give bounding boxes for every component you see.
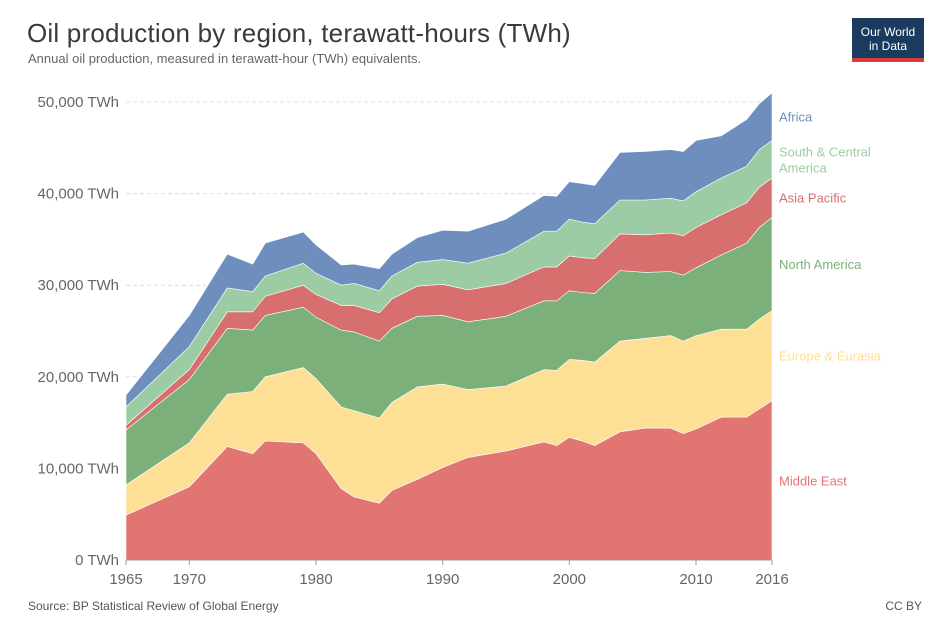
area-series[interactable] bbox=[125, 92, 773, 561]
legend-item-middle-east[interactable]: Middle East bbox=[779, 473, 847, 488]
x-tick-label-4: 2000 bbox=[553, 571, 586, 588]
area-africa[interactable] bbox=[125, 92, 773, 408]
legend-label: Africa bbox=[779, 110, 813, 125]
x-tick-label-5: 2010 bbox=[679, 571, 712, 588]
legend-label: America bbox=[779, 160, 827, 175]
y-tick-label-1: 10,000 TWh bbox=[38, 460, 119, 477]
chart-subtitle: Annual oil production, measured in teraw… bbox=[28, 51, 422, 66]
x-axis: 1965 1970 1980 1990 2000 2010 2016 bbox=[109, 559, 789, 588]
legend-label: North America bbox=[779, 257, 862, 272]
legend-item-africa[interactable]: Africa bbox=[779, 110, 813, 125]
legend-label: South & Central bbox=[779, 144, 871, 159]
legend-label: Asia Pacific bbox=[779, 191, 847, 206]
logo-line-1: Our World bbox=[860, 25, 916, 39]
legend-item-asia-pacific[interactable]: Asia Pacific bbox=[779, 191, 847, 206]
license-link[interactable]: CC BY bbox=[885, 599, 922, 613]
x-tick-label-6: 2016 bbox=[755, 571, 788, 588]
owid-logo[interactable]: Our World in Data bbox=[852, 18, 924, 62]
y-tick-label-3: 30,000 TWh bbox=[38, 277, 119, 294]
chart-title: Oil production by region, terawatt-hours… bbox=[27, 18, 571, 48]
x-tick-label-3: 1990 bbox=[426, 571, 459, 588]
logo-line-2: in Data bbox=[868, 39, 908, 53]
y-tick-label-4: 40,000 TWh bbox=[38, 186, 119, 203]
x-tick-label-0: 1965 bbox=[109, 571, 142, 588]
y-tick-label-2: 20,000 TWh bbox=[38, 369, 119, 386]
legend-label: Middle East bbox=[779, 473, 847, 488]
legend-item-europe-eurasia[interactable]: Europe & Eurasia bbox=[779, 349, 882, 364]
y-tick-label-5: 50,000 TWh bbox=[38, 94, 119, 111]
x-tick-label-1: 1970 bbox=[173, 571, 206, 588]
x-tick-label-2: 1980 bbox=[299, 571, 332, 588]
legend-item-north-america[interactable]: North America bbox=[779, 257, 862, 272]
y-tick-label-0: 0 TWh bbox=[75, 552, 119, 569]
y-axis: 0 TWh 10,000 TWh 20,000 TWh 30,000 TWh 40,00… bbox=[38, 94, 119, 569]
source-note: Source: BP Statistical Review of Global … bbox=[28, 599, 279, 613]
legend-label: Europe & Eurasia bbox=[779, 349, 882, 364]
